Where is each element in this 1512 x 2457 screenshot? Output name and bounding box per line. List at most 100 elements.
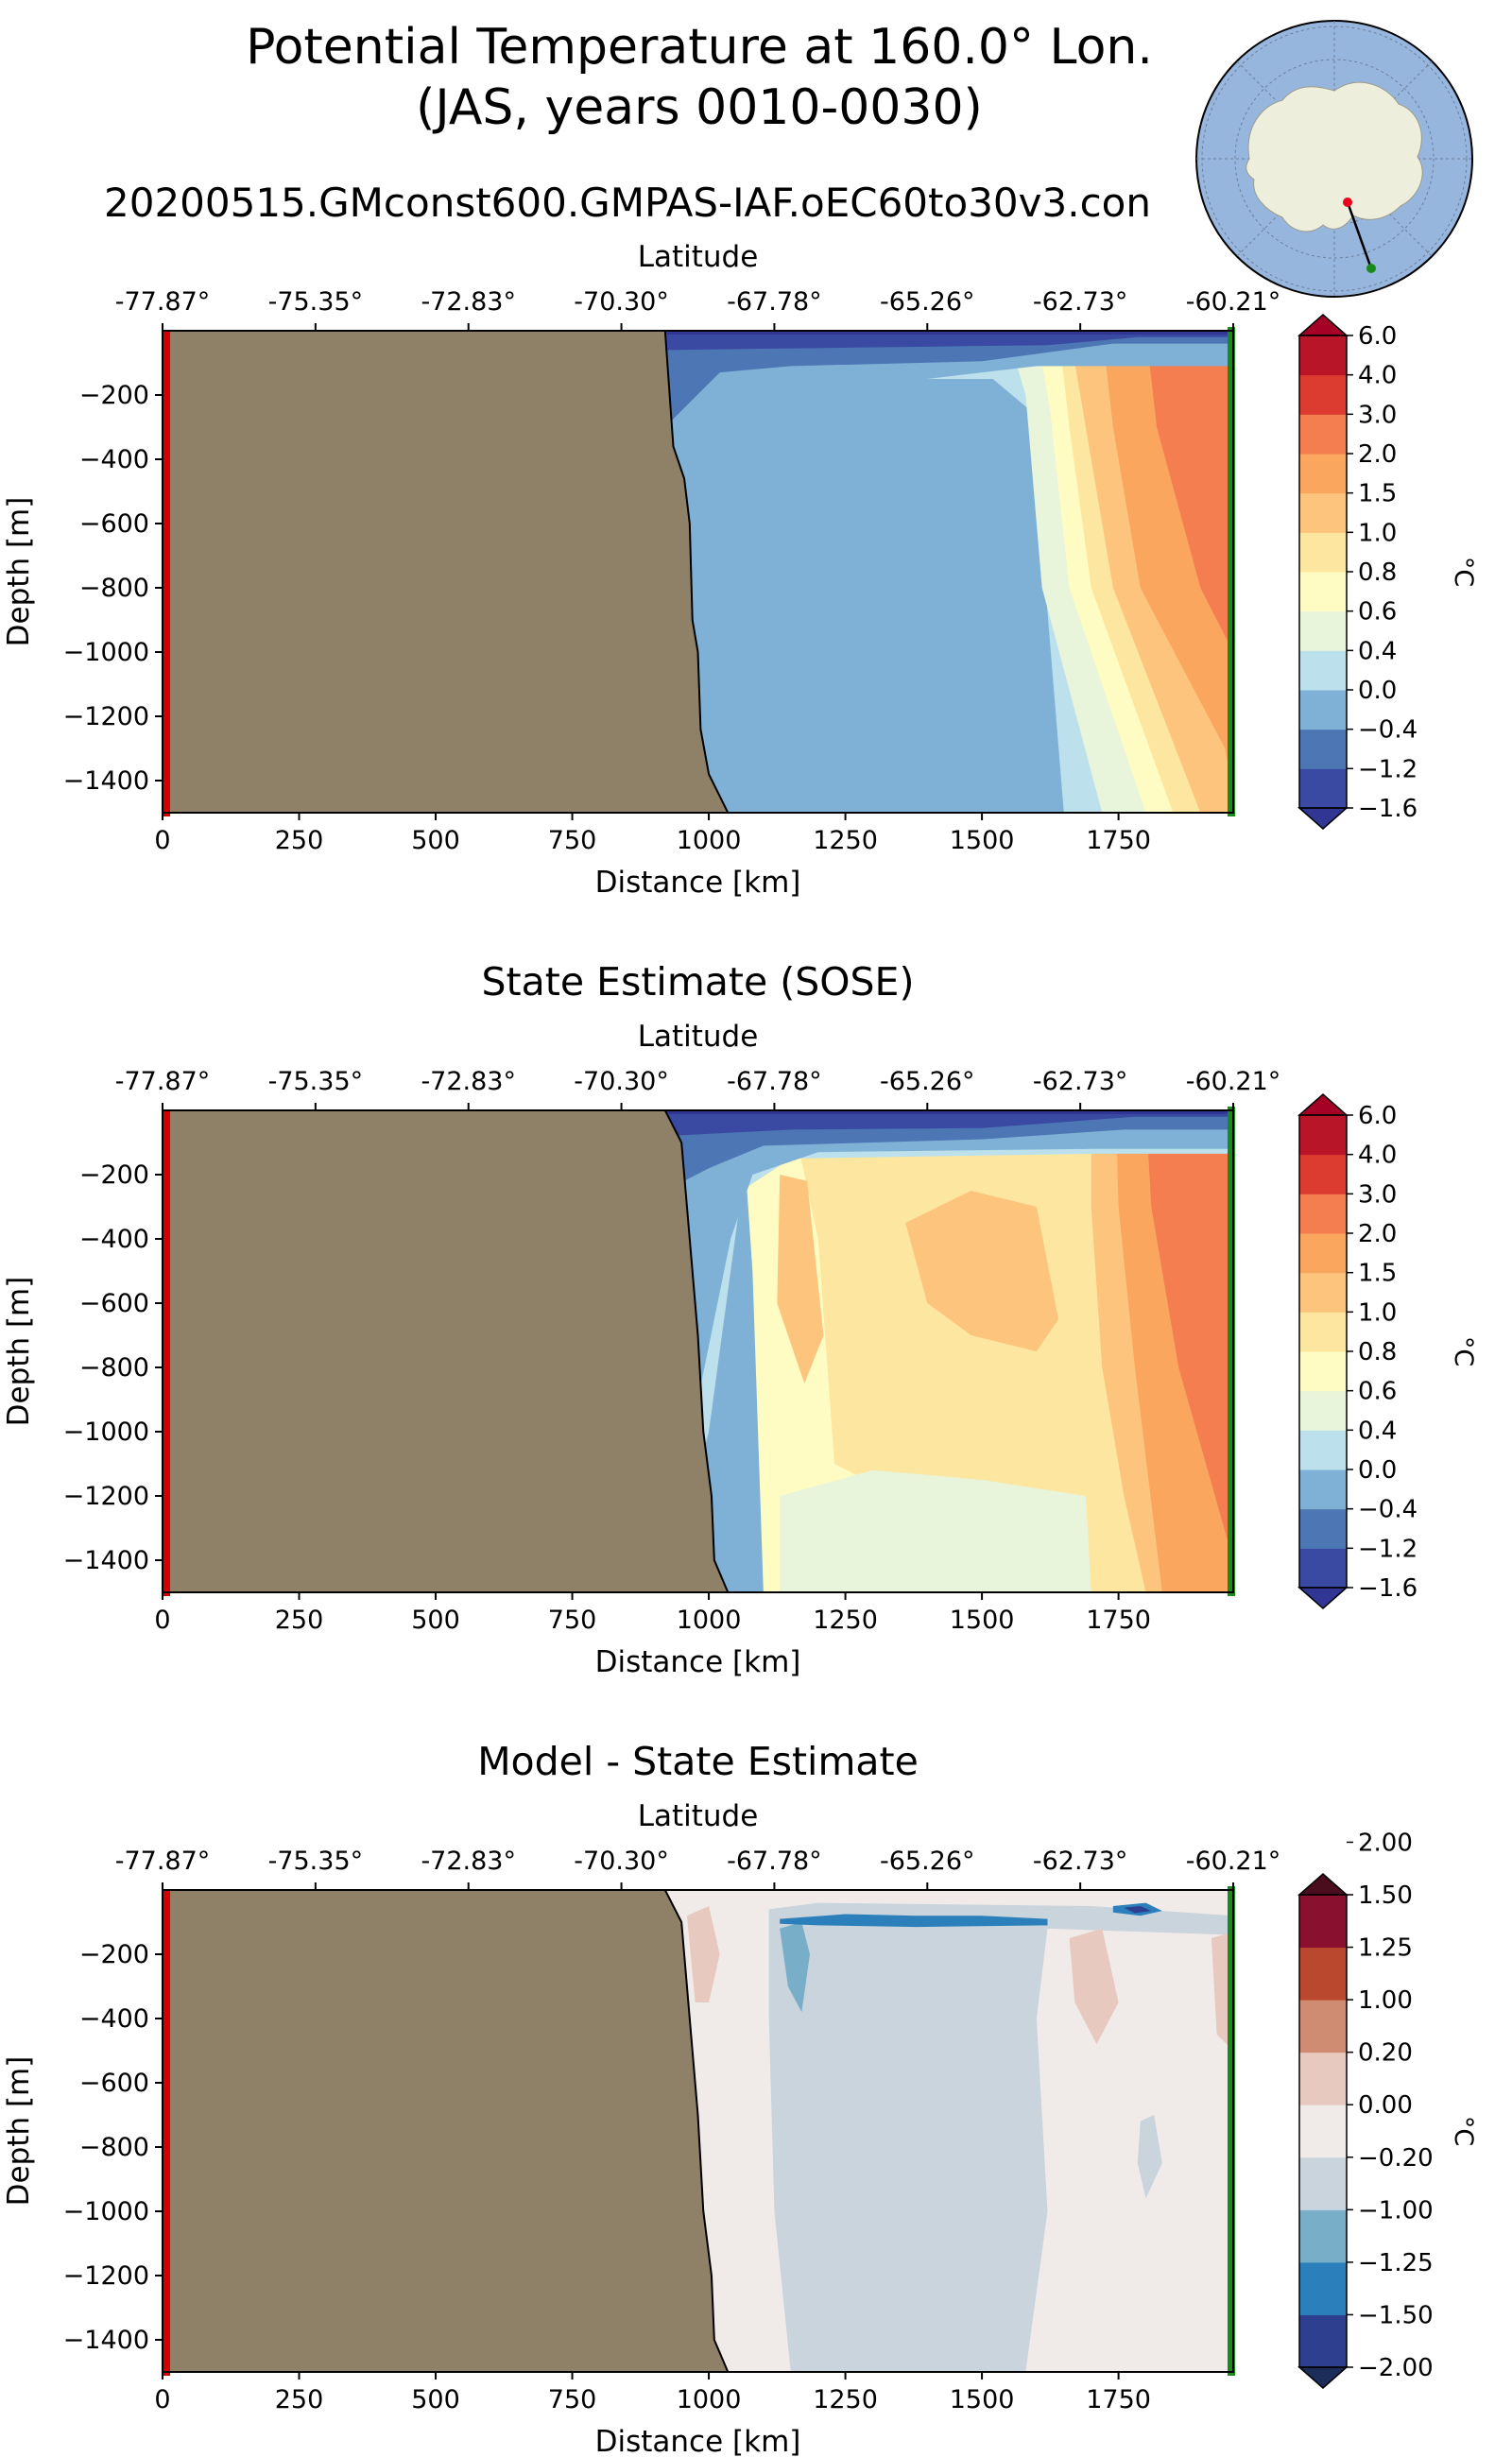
contour-patch-5 <box>1137 2115 1162 2199</box>
y-tick-label: −1000 <box>63 2197 149 2226</box>
run-name: 20200515.GMconst600.GMPAS-IAF.oEC60to30v… <box>104 180 1151 226</box>
colorbar-over-arrow <box>1297 1093 1349 1116</box>
colorbar-swatch <box>1299 1390 1347 1431</box>
panel-title: Model - State Estimate <box>477 1739 919 1784</box>
contour-patch-3 <box>1069 1928 1119 2045</box>
field-contours <box>163 1110 1233 1592</box>
x-tick-label: 1250 <box>813 826 878 855</box>
land-mask <box>163 1110 730 1592</box>
colorbar-tick-label: −0.20 <box>1358 2144 1434 2173</box>
colorbar-swatch <box>1299 1154 1347 1194</box>
colorbar-tick-label: 0.4 <box>1358 1417 1397 1445</box>
colorbar-tick-label: 1.0 <box>1358 519 1397 547</box>
colorbar-swatch <box>1299 2052 1347 2105</box>
colorbar-swatch <box>1299 690 1347 730</box>
colorbar-swatch <box>1299 1351 1347 1392</box>
land-mask <box>163 331 730 813</box>
y-tick-label: −200 <box>79 1940 149 1969</box>
colorbar-swatch <box>1299 768 1347 809</box>
y-tick-label: −200 <box>79 1160 149 1190</box>
contour-patch-7 <box>780 1914 1048 1928</box>
section-end-marker <box>1366 264 1376 273</box>
x-tick-label: 1500 <box>950 1606 1015 1635</box>
section-start-bar <box>163 331 170 816</box>
contour-patch-6 <box>780 1922 811 2013</box>
x-tick-label: 0 <box>154 2385 170 2414</box>
colorbar-swatch <box>1299 374 1347 415</box>
contour-band-5 <box>1145 1110 1233 1560</box>
y-tick-label: −400 <box>79 1225 149 1254</box>
colorbar-swatch <box>1299 335 1347 376</box>
surface-layer-3 <box>664 331 1233 351</box>
field-contours <box>163 331 1233 813</box>
colorbar-tick-label: 1.25 <box>1358 1934 1413 1963</box>
colorbar-tick-label: 6.0 <box>1358 322 1397 351</box>
top-tick-label: -60.21° <box>1186 287 1281 317</box>
section-start-marker <box>1343 198 1352 207</box>
colorbar-under-arrow <box>1297 2366 1349 2389</box>
top-tick-label: -77.87° <box>115 287 211 317</box>
colorbar-tick-label: 1.0 <box>1358 1298 1397 1327</box>
y-tick-label: −1200 <box>63 1482 149 1511</box>
colorbar-tick-label: 0.6 <box>1358 598 1397 627</box>
top-tick-label: -60.21° <box>1186 1067 1281 1096</box>
y-tick-label: −1000 <box>63 638 149 667</box>
colorbar-swatch <box>1299 414 1347 455</box>
section-start-bar <box>163 1890 170 2376</box>
colorbar-label: °C <box>1449 557 1478 587</box>
colorbar-tick-label: 2.00 <box>1358 1829 1413 1857</box>
colorbar-label: °C <box>1449 2116 1478 2146</box>
x-tick-label: 1250 <box>813 1606 878 1635</box>
top-tick-label: -67.78° <box>727 1847 822 1876</box>
contour-patch-9 <box>1124 1906 1152 1914</box>
colorbar-swatch <box>1299 1272 1347 1313</box>
y-tick-label: −800 <box>79 1353 149 1383</box>
colorbar-tick-label: 4.0 <box>1358 362 1397 390</box>
field-contours <box>163 1890 1233 2372</box>
x-tick-label: 500 <box>411 826 460 855</box>
plot-frame <box>162 1109 1234 1593</box>
figure-title-line2: (JAS, years 0010-0030) <box>416 79 983 136</box>
colorbar-tick-label: 0.0 <box>1358 677 1397 705</box>
colorbar-swatch <box>1299 1508 1347 1549</box>
y-axis-label: Depth [m] <box>2 497 36 647</box>
colorbar-tick-label: 3.0 <box>1358 401 1397 429</box>
y-tick-label: −1400 <box>63 2326 149 2355</box>
x-tick-label: 1000 <box>677 2385 742 2414</box>
y-tick-label: −800 <box>79 574 149 603</box>
top-tick-label: -75.35° <box>268 287 364 317</box>
colorbar-swatch <box>1299 454 1347 494</box>
colorbar-swatch <box>1299 532 1347 573</box>
top-tick-label: -72.83° <box>421 1847 516 1876</box>
contour-patch-3 <box>780 1469 1091 1592</box>
y-axis-label: Depth [m] <box>2 2056 36 2207</box>
section-end-bar <box>1228 1886 1235 2376</box>
colorbar-swatch <box>1299 1312 1347 1352</box>
colorbar-tick-label: 0.00 <box>1358 2091 1413 2120</box>
top-tick-label: -70.30° <box>574 1847 669 1876</box>
y-axis-label: Depth [m] <box>2 1277 36 1427</box>
colorbar-tick-label: 2.0 <box>1358 440 1397 469</box>
colorbar-tick-label: −1.50 <box>1358 2301 1434 2329</box>
contour-band-7 <box>1145 331 1233 652</box>
x-tick-label: 500 <box>411 2385 460 2414</box>
y-tick-label: −400 <box>79 445 149 474</box>
colorbar-tick-label: −0.4 <box>1358 1496 1418 1524</box>
y-tick-label: −400 <box>79 2004 149 2034</box>
colorbar-label: °C <box>1449 1336 1478 1366</box>
x-tick-label: 1750 <box>1086 2385 1151 2414</box>
top-tick-label: -67.78° <box>727 1067 822 1096</box>
colorbar-over-arrow <box>1297 314 1349 336</box>
top-tick-label: -70.30° <box>574 287 669 317</box>
x-tick-label: 1500 <box>950 826 1015 855</box>
land-mask <box>163 1890 730 2372</box>
top-tick-label: -77.87° <box>115 1067 211 1096</box>
top-tick-label: -62.73° <box>1033 287 1128 317</box>
x-tick-label: 0 <box>154 826 170 855</box>
colorbar-swatch <box>1299 1469 1347 1510</box>
x-tick-label: 1750 <box>1086 826 1151 855</box>
y-tick-label: −1400 <box>63 766 149 796</box>
colorbar-tick-label: 1.5 <box>1358 1260 1397 1288</box>
x-tick-label: 500 <box>411 1606 460 1635</box>
colorbar-tick-label: 4.0 <box>1358 1142 1397 1170</box>
